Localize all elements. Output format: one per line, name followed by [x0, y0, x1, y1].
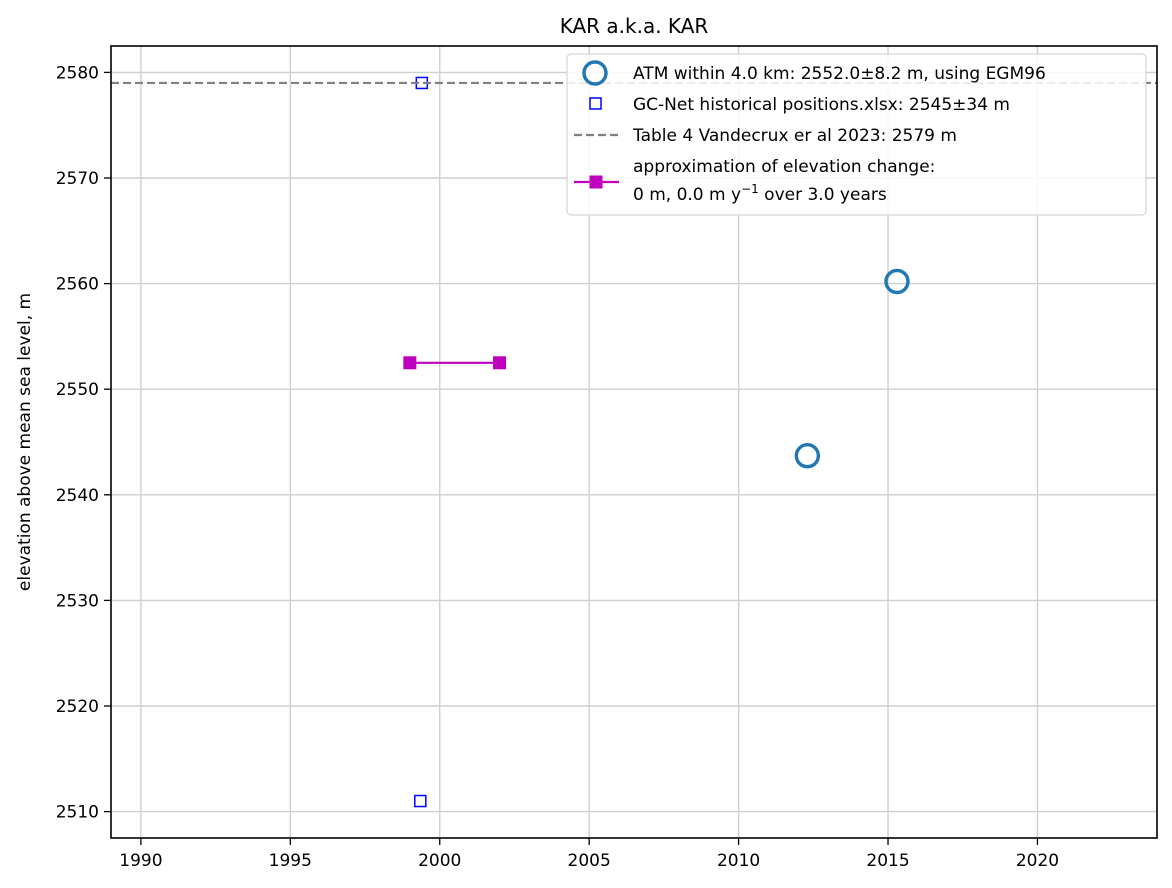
y-tick-label: 2530 — [56, 591, 99, 611]
legend-entry-approx: approximation of elevation change: 0 m, … — [574, 157, 935, 205]
x-tick-label: 2020 — [1016, 851, 1059, 871]
x-tick-label: 2005 — [568, 851, 611, 871]
chart-title: KAR a.k.a. KAR — [560, 14, 709, 38]
x-tick-label: 2010 — [717, 851, 760, 871]
plot-frame — [110, 45, 1158, 839]
legend-approx-marker — [589, 175, 603, 189]
approximation-point — [493, 356, 507, 370]
x-axis: 1990 1995 2000 2005 2010 2015 2020 — [119, 838, 1059, 871]
legend-table4-label: Table 4 Vandecrux er al 2023: 2579 m — [632, 126, 957, 146]
legend-entry-table4: Table 4 Vandecrux er al 2023: 2579 m — [574, 126, 957, 146]
y-tick-label: 2540 — [56, 486, 99, 506]
legend: ATM within 4.0 km: 2552.0±8.2 m, using E… — [566, 53, 1147, 216]
x-tick-label: 1995 — [269, 851, 312, 871]
legend-entry-atm: ATM within 4.0 km: 2552.0±8.2 m, using E… — [582, 60, 1046, 86]
legend-entry-gcnet: GC-Net historical positions.xlsx: 2545±3… — [589, 95, 1010, 115]
legend-gcnet-label: GC-Net historical positions.xlsx: 2545±3… — [633, 95, 1010, 115]
x-tick-label: 2015 — [866, 851, 909, 871]
legend-approx-label-line1: approximation of elevation change: — [633, 157, 935, 177]
legend-atm-marker — [582, 60, 608, 86]
y-axis-label: elevation above mean sea level, m — [15, 293, 35, 591]
legend-box — [566, 53, 1147, 216]
gcnet-point — [414, 794, 427, 808]
legend-approx-line2-sup: −1 — [741, 182, 759, 196]
y-tick-label: 2580 — [56, 63, 99, 83]
legend-atm-label: ATM within 4.0 km: 2552.0±8.2 m, using E… — [633, 64, 1046, 84]
atm-point — [884, 268, 910, 295]
y-tick-label: 2560 — [56, 275, 99, 295]
x-tick-label: 2000 — [418, 851, 461, 871]
legend-gcnet-marker — [589, 97, 602, 110]
atm-point — [794, 443, 821, 469]
legend-approx-label-line2: 0 m, 0.0 m y−1 over 3.0 years — [633, 182, 887, 205]
legend-approx-line2-suffix: over 3.0 years — [759, 185, 887, 205]
y-tick-label: 2570 — [56, 169, 99, 189]
y-tick-label: 2550 — [56, 380, 99, 400]
y-axis: 2510 2520 2530 2540 2550 2560 2570 2580 — [56, 63, 111, 823]
y-tick-label: 2520 — [56, 697, 99, 717]
x-tick-label: 1990 — [119, 851, 162, 871]
approximation-point — [403, 356, 417, 370]
y-tick-label: 2510 — [56, 803, 99, 823]
legend-approx-line2-prefix: 0 m, 0.0 m y — [633, 185, 741, 205]
